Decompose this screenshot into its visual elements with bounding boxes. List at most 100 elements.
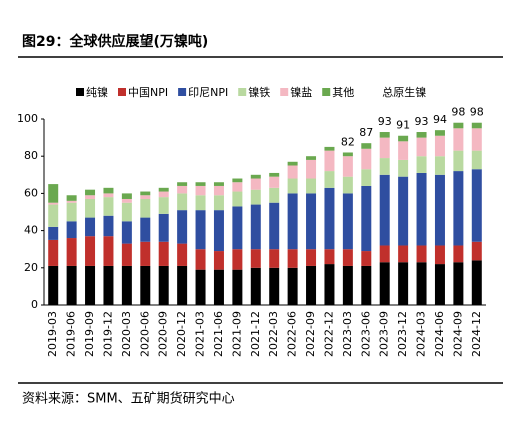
total-label: 91 — [396, 119, 410, 132]
x-tick-label: 2024-12 — [470, 311, 483, 357]
bar-segment — [361, 265, 372, 305]
bar-segment — [471, 169, 482, 242]
bar-segment — [269, 267, 280, 305]
bar-segment — [287, 267, 298, 305]
bar-segment — [48, 204, 59, 227]
x-tick-label: 2019-06 — [65, 311, 78, 357]
bar-segment — [416, 137, 427, 157]
bar-segment — [250, 204, 261, 250]
bar-segment — [471, 122, 482, 129]
bar-segment — [121, 198, 132, 203]
x-tick-label: 2020-12 — [175, 311, 188, 357]
bar-segment — [213, 269, 224, 305]
x-tick-label: 2021-12 — [249, 311, 262, 357]
bar-segment — [177, 193, 188, 211]
bar-segment — [379, 174, 390, 246]
bar-segment — [103, 265, 114, 305]
bar-segment — [158, 241, 169, 266]
bar-segment — [398, 245, 409, 263]
bar-segment — [453, 171, 464, 246]
bar-segment — [85, 198, 96, 218]
total-label: 93 — [378, 115, 392, 128]
bar-segment — [434, 245, 445, 265]
bar-segment — [85, 217, 96, 237]
bar-segment — [306, 156, 317, 160]
bar-segment — [250, 189, 261, 205]
x-tick-label: 2019-03 — [46, 311, 59, 357]
bar-segment — [416, 262, 427, 305]
bar-segment — [342, 249, 353, 266]
bar-segment — [103, 193, 114, 198]
bar-segment — [398, 159, 409, 177]
x-tick-label: 2020-06 — [138, 311, 151, 357]
bar-segment — [232, 178, 243, 183]
bar-segment — [287, 249, 298, 268]
bar-segment — [434, 130, 445, 136]
bar-segment — [48, 265, 59, 305]
bar-segment — [434, 264, 445, 305]
bar-segment — [379, 158, 390, 175]
bar-segment — [342, 152, 353, 157]
bar-segment — [140, 198, 151, 218]
bar-segment — [398, 141, 409, 160]
bar-segment — [66, 265, 77, 305]
bar-segment — [213, 210, 224, 252]
y-tick-label: 40 — [24, 224, 38, 237]
bar-segment — [416, 132, 427, 138]
bar-segment — [140, 265, 151, 305]
y-tick-label: 20 — [24, 261, 38, 274]
x-tick-label: 2023-09 — [378, 311, 391, 357]
bar-segment — [453, 128, 464, 151]
x-tick-label: 2021-03 — [194, 311, 207, 357]
y-tick-label: 0 — [31, 298, 38, 311]
bar-segment — [453, 150, 464, 172]
bar-segment — [158, 265, 169, 305]
bar-segment — [232, 269, 243, 305]
bar-segment — [48, 202, 59, 205]
bar-segment — [232, 182, 243, 192]
bar-segment — [177, 243, 188, 266]
x-tick-label: 2021-06 — [212, 311, 225, 357]
bar-segment — [85, 236, 96, 266]
bar-segment — [361, 185, 372, 252]
bar-segment — [416, 172, 427, 246]
x-tick-label: 2020-03 — [120, 311, 133, 357]
bar-segment — [471, 241, 482, 261]
bar-segment — [121, 243, 132, 266]
bar-segment — [250, 267, 261, 305]
x-tick-label: 2020-09 — [157, 311, 170, 357]
x-tick-label: 2023-12 — [396, 311, 409, 357]
bar-segment — [140, 191, 151, 196]
bar-segment — [324, 146, 335, 151]
bar-segment — [48, 226, 59, 240]
bar-segment — [324, 171, 335, 188]
bar-segment — [269, 187, 280, 203]
y-tick-label: 60 — [24, 186, 38, 199]
bar-segment — [324, 264, 335, 305]
bar-segment — [140, 195, 151, 199]
bar-segment — [361, 251, 372, 266]
bar-segment — [361, 143, 372, 149]
total-label: 94 — [433, 113, 447, 126]
bar-segment — [269, 249, 280, 268]
x-tick-label: 2022-03 — [267, 311, 280, 357]
bar-segment — [121, 202, 132, 222]
legend-label: 中国NPI — [128, 86, 168, 99]
bar-segment — [287, 165, 298, 179]
bar-segment — [471, 128, 482, 151]
bar-segment — [66, 200, 77, 203]
bar-segment — [434, 135, 445, 157]
total-label: 98 — [470, 106, 484, 119]
bar-segment — [195, 269, 206, 305]
bar-segment — [269, 202, 280, 250]
x-tick-label: 2022-09 — [304, 311, 317, 357]
bar-segment — [85, 195, 96, 199]
bar-segment — [416, 156, 427, 173]
legend-swatch — [280, 88, 289, 96]
bar-segment — [177, 182, 188, 186]
bar-segment — [342, 265, 353, 305]
bar-segment — [85, 265, 96, 305]
bar-segment — [103, 197, 114, 216]
bar-segment — [453, 122, 464, 129]
bar-segment — [195, 210, 206, 250]
